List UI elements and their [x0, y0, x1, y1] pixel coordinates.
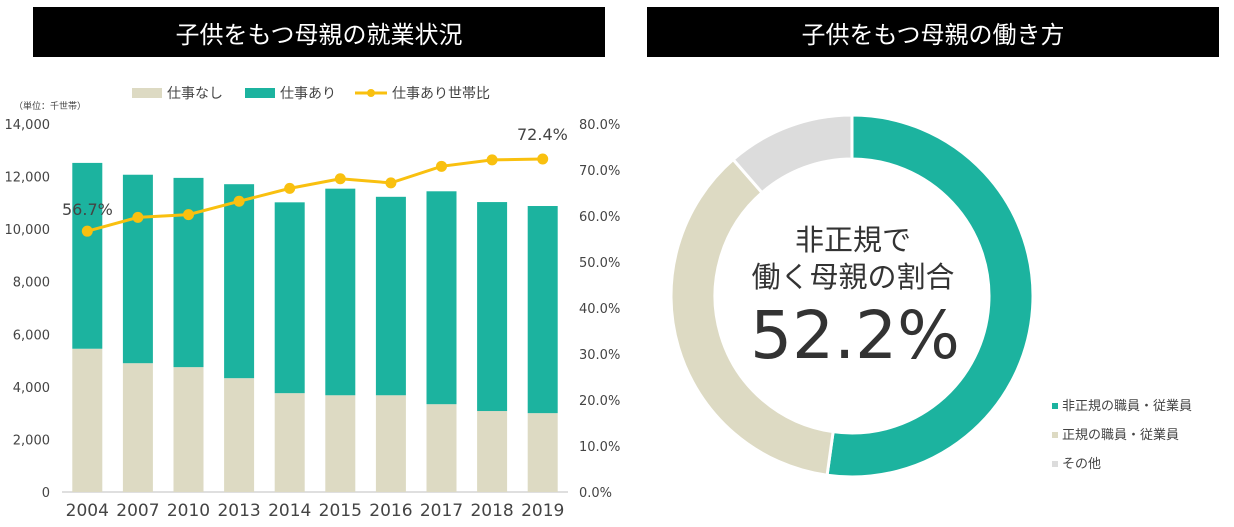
- y2-tick-label: 80.0%: [579, 118, 620, 133]
- bar-with-job: [72, 162, 103, 349]
- donut-center-text: 非正規で 働く母親の割合 52.2%: [750, 223, 960, 374]
- bar-no-job: [72, 348, 103, 492]
- y2-tick-label: 50.0%: [579, 256, 620, 271]
- bar-with-job: [274, 202, 305, 394]
- bar-with-job: [426, 191, 457, 405]
- x-tick-label: 2017: [420, 501, 463, 521]
- left-chart-title: 子供をもつ母親の就業状況: [33, 7, 605, 57]
- ratio-point: [132, 211, 144, 223]
- y2-tick-label: 70.0%: [579, 164, 620, 179]
- y2-tick-label: 0.0%: [579, 486, 612, 501]
- annotations: 56.7% 72.4%: [62, 125, 568, 219]
- y2-tick-label: 40.0%: [579, 302, 620, 317]
- x-tick-label: 2014: [268, 501, 311, 521]
- ratio-point: [233, 195, 245, 207]
- bar-no-job: [274, 393, 305, 492]
- legend-label-no-job: 仕事なし: [167, 86, 223, 102]
- y2-tick-label: 60.0%: [579, 210, 620, 225]
- ratio-point: [81, 225, 93, 237]
- x-tick-label: 2016: [369, 501, 412, 521]
- legend-marker-ratio: [367, 89, 375, 97]
- x-tick-label: 2007: [116, 501, 159, 521]
- center-text-line1: 非正規で: [795, 223, 911, 257]
- bar-with-job: [477, 202, 508, 412]
- bar-no-job: [325, 395, 356, 492]
- ratio-point: [436, 160, 447, 172]
- y-tick-label: 0: [42, 486, 50, 501]
- bar-no-job: [375, 395, 406, 492]
- bar-no-job: [477, 411, 508, 492]
- y-tick-label: 12,000: [5, 171, 51, 186]
- donut-legend-label: 非正規の職員・従業員: [1062, 398, 1192, 414]
- legend-swatch-with-job: [245, 88, 275, 98]
- center-text-line2: 働く母親の割合: [751, 260, 954, 294]
- x-tick-label: 2015: [319, 501, 362, 521]
- bar-no-job: [224, 378, 255, 492]
- ratio-line: [81, 153, 549, 237]
- bar-no-job: [426, 404, 457, 492]
- stacked-bar-chart: （単位：千世帯） 仕事なし 仕事あり 仕事あり世帯比 0 2,000 4,000 6,00…: [5, 86, 621, 521]
- bar-no-job: [173, 367, 204, 492]
- ratio-point: [486, 154, 498, 166]
- ratio-point: [183, 209, 194, 221]
- donut-legend-swatch: [1052, 461, 1058, 467]
- bar-with-job: [122, 174, 153, 364]
- legend-label-ratio: 仕事あり世帯比: [392, 86, 490, 102]
- x-tick-label: 2018: [470, 501, 513, 521]
- bar-with-job: [527, 206, 558, 414]
- x-tick-label: 2013: [217, 501, 260, 521]
- bar-no-job: [527, 413, 558, 492]
- bar-with-job: [224, 184, 255, 379]
- ratio-point: [284, 182, 296, 194]
- y2-tick-label: 30.0%: [579, 348, 620, 363]
- ratio-point: [537, 153, 549, 165]
- bar-with-job: [375, 196, 406, 396]
- bar-no-job: [122, 363, 153, 492]
- donut-legend-label: 正規の職員・従業員: [1062, 427, 1179, 443]
- y2-tick-label: 20.0%: [579, 394, 620, 409]
- ratio-point: [385, 177, 397, 189]
- ratio-line-path: [86, 157, 543, 233]
- annotation-first: 56.7%: [62, 200, 113, 219]
- donut-legend-swatch: [1052, 432, 1058, 438]
- ratio-point: [334, 173, 346, 185]
- donut-slice: [731, 113, 854, 195]
- donut-slices: [669, 113, 1035, 479]
- center-text-value: 52.2%: [750, 297, 960, 374]
- donut-chart: 非正規で 働く母親の割合 52.2% 非正規の職員・従業員正規の職員・従業員その…: [669, 113, 1192, 479]
- legend-swatch-no-job: [132, 88, 162, 98]
- x-tick-label: 2019: [521, 501, 564, 521]
- bar-with-job: [325, 188, 356, 396]
- y-tick-label: 6,000: [13, 328, 50, 343]
- x-tick-label: 2010: [167, 501, 210, 521]
- donut-legend-label: その他: [1062, 457, 1101, 472]
- legend-label-with-job: 仕事あり: [280, 86, 336, 102]
- donut-legend-swatch: [1052, 403, 1058, 409]
- bar-axes: 0 2,000 4,000 6,000 8,000 10,000 12,000 14,000 0…: [5, 118, 621, 521]
- donut-slice: [825, 113, 1035, 479]
- y-tick-label: 4,000: [13, 381, 50, 396]
- y2-tick-label: 10.0%: [579, 440, 620, 455]
- x-tick-label: 2004: [66, 501, 109, 521]
- y-tick-label: 2,000: [13, 433, 50, 448]
- y-tick-label: 14,000: [5, 118, 51, 133]
- unit-label: （単位：千世帯）: [14, 100, 86, 112]
- annotation-last: 72.4%: [517, 125, 568, 144]
- y-tick-label: 8,000: [13, 276, 50, 291]
- bars: [72, 162, 558, 492]
- right-chart-title: 子供をもつ母親の働き方: [647, 7, 1219, 57]
- bar-with-job: [173, 177, 204, 368]
- bar-legend: 仕事なし 仕事あり 仕事あり世帯比: [132, 86, 490, 102]
- y-tick-label: 10,000: [5, 223, 51, 238]
